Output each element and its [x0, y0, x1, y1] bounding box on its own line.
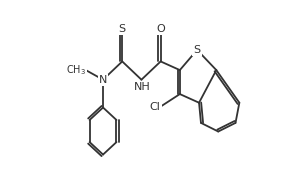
Text: NH: NH: [134, 82, 151, 92]
Text: CH$_3$: CH$_3$: [66, 63, 86, 77]
Text: S: S: [194, 45, 201, 55]
Text: Cl: Cl: [150, 102, 161, 112]
Text: S: S: [119, 24, 126, 34]
Text: O: O: [156, 24, 165, 34]
Text: N: N: [99, 75, 107, 85]
